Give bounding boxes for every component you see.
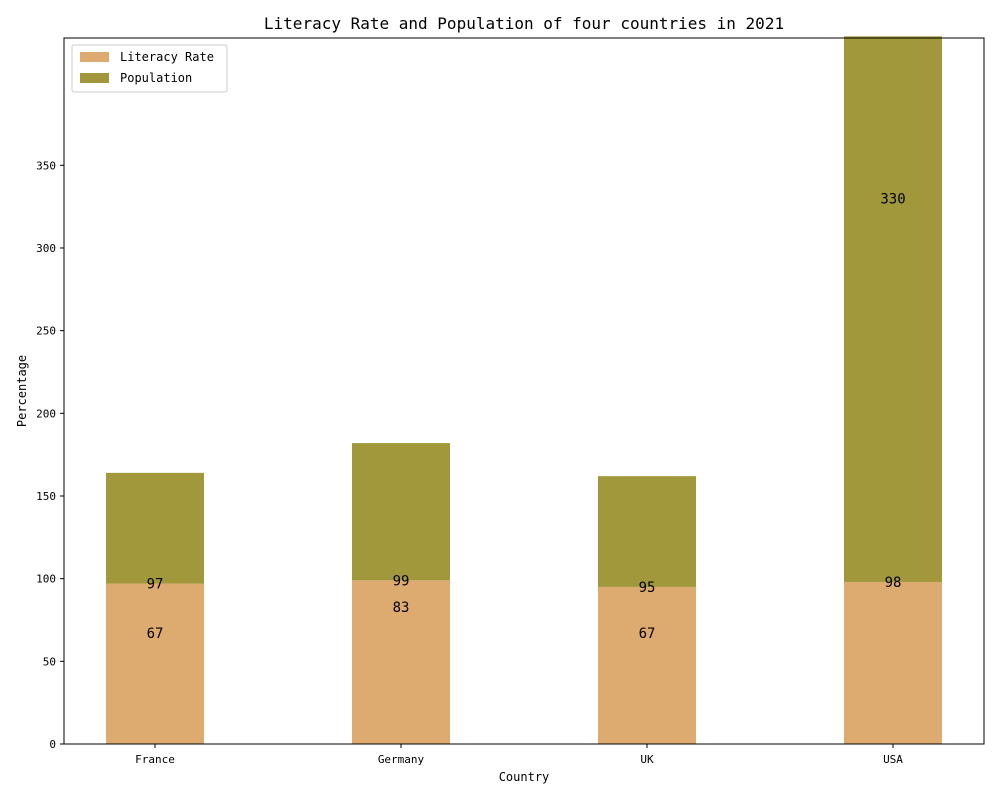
x-tick-label: USA [883, 753, 903, 766]
bar-population-france [106, 473, 204, 584]
bar-population-germany [352, 443, 450, 580]
legend-swatch-literacy-rate [80, 52, 109, 62]
legend-label-population: Population [120, 71, 192, 85]
legend-label-literacy-rate: Literacy Rate [120, 50, 214, 64]
data-label-literacy-rate-germany: 99 [393, 573, 410, 589]
y-tick-label: 200 [36, 407, 56, 420]
y-tick-label: 0 [49, 738, 56, 751]
x-axis-label: Country [499, 770, 550, 784]
y-tick-label: 350 [36, 159, 56, 172]
x-tick-label: Germany [378, 753, 425, 766]
data-label-population-uk: 67 [639, 626, 656, 642]
plot-area [106, 36, 942, 744]
bar-literacy-rate-uk [598, 587, 696, 744]
y-tick-label: 50 [43, 655, 56, 668]
data-label-population-usa: 330 [880, 191, 905, 207]
bar-literacy-rate-france [106, 584, 204, 744]
data-label-population-germany: 83 [393, 600, 410, 616]
legend: Literacy Rate Population [72, 45, 227, 92]
y-tick-label: 100 [36, 573, 56, 586]
bar-population-uk [598, 476, 696, 587]
x-tick-label: France [135, 753, 175, 766]
y-tick-label: 250 [36, 325, 56, 338]
y-axis-label: Percentage [15, 355, 29, 427]
data-labels: 97 67 99 83 95 67 98 330 [147, 191, 906, 642]
chart-title: Literacy Rate and Population of four cou… [264, 14, 784, 33]
data-label-literacy-rate-usa: 98 [885, 575, 902, 591]
y-tick-label: 150 [36, 490, 56, 503]
data-label-literacy-rate-france: 97 [147, 577, 164, 593]
x-tick-label: UK [640, 753, 654, 766]
legend-swatch-population [80, 73, 109, 83]
bar-population-usa [844, 36, 942, 582]
bar-literacy-rate-usa [844, 582, 942, 744]
y-tick-label: 300 [36, 242, 56, 255]
data-label-population-france: 67 [147, 626, 164, 642]
data-label-literacy-rate-uk: 95 [639, 580, 656, 596]
